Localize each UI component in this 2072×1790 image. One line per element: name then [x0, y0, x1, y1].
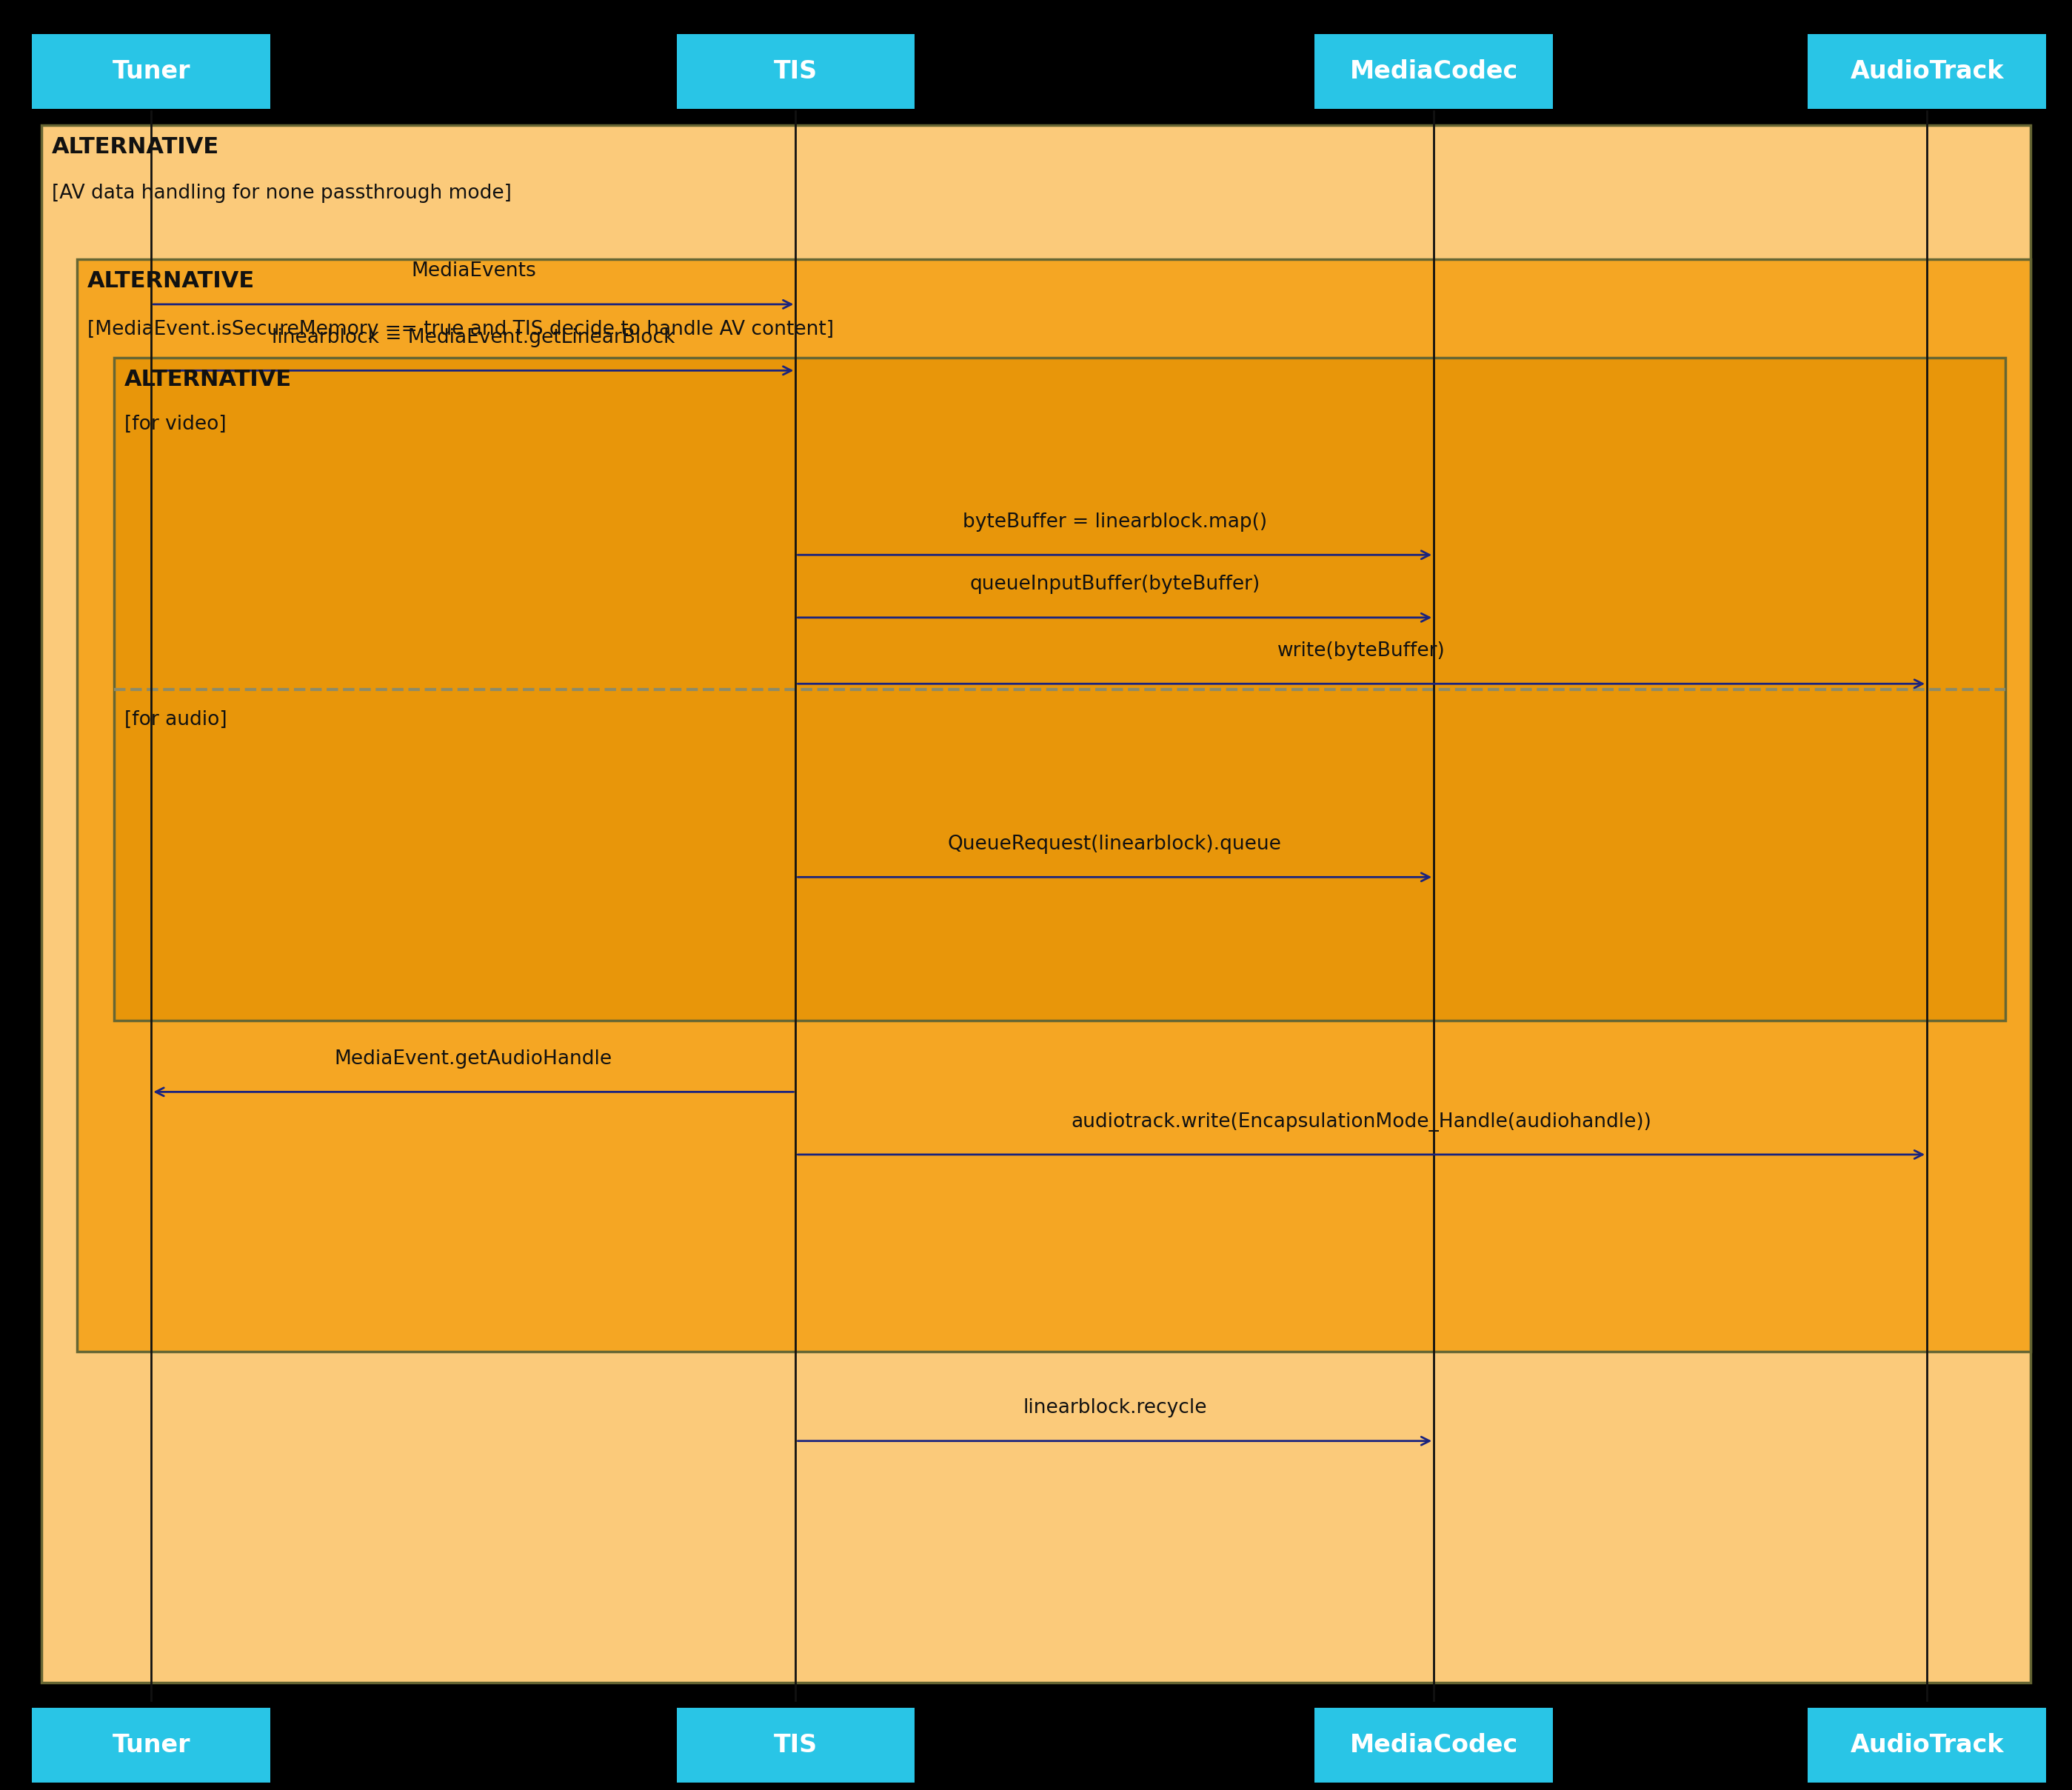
Text: MediaEvent.getAudioHandle: MediaEvent.getAudioHandle — [334, 1049, 613, 1069]
Text: [MediaEvent.isSecureMemory == true and TIS decide to handle AV content]: [MediaEvent.isSecureMemory == true and T… — [87, 320, 833, 338]
Text: Tuner: Tuner — [112, 1733, 191, 1758]
FancyBboxPatch shape — [31, 1708, 269, 1783]
Text: linearblock = MediaEvent.getLinearBlock: linearblock = MediaEvent.getLinearBlock — [271, 328, 675, 347]
Text: MediaEvents: MediaEvents — [410, 261, 537, 281]
FancyBboxPatch shape — [77, 260, 2031, 1351]
Text: [AV data handling for none passthrough mode]: [AV data handling for none passthrough m… — [52, 184, 512, 202]
Text: ALTERNATIVE: ALTERNATIVE — [87, 270, 255, 292]
FancyBboxPatch shape — [0, 1692, 2072, 1790]
FancyBboxPatch shape — [41, 125, 2031, 1683]
Text: AudioTrack: AudioTrack — [1850, 1733, 2004, 1758]
Text: write(byteBuffer): write(byteBuffer) — [1276, 641, 1446, 661]
FancyBboxPatch shape — [675, 1708, 916, 1783]
FancyBboxPatch shape — [114, 358, 2006, 1020]
Text: ALTERNATIVE: ALTERNATIVE — [52, 136, 220, 158]
Text: [for video]: [for video] — [124, 415, 226, 433]
Text: byteBuffer = linearblock.map(): byteBuffer = linearblock.map() — [963, 512, 1266, 532]
FancyBboxPatch shape — [0, 0, 2072, 116]
FancyBboxPatch shape — [1807, 1708, 2047, 1783]
FancyBboxPatch shape — [31, 34, 269, 109]
FancyBboxPatch shape — [675, 34, 916, 109]
FancyBboxPatch shape — [1314, 1708, 1554, 1783]
FancyBboxPatch shape — [1314, 34, 1554, 109]
FancyBboxPatch shape — [1807, 34, 2047, 109]
Text: [for audio]: [for audio] — [124, 711, 228, 729]
Text: TIS: TIS — [773, 59, 818, 84]
Text: audiotrack.write(EncapsulationMode_Handle(audiohandle)): audiotrack.write(EncapsulationMode_Handl… — [1071, 1112, 1651, 1131]
Text: QueueRequest(linearblock).queue: QueueRequest(linearblock).queue — [947, 834, 1283, 854]
Text: linearblock.recycle: linearblock.recycle — [1024, 1398, 1206, 1418]
Text: ALTERNATIVE: ALTERNATIVE — [124, 369, 292, 390]
Text: AudioTrack: AudioTrack — [1850, 59, 2004, 84]
Text: TIS: TIS — [773, 1733, 818, 1758]
Text: Tuner: Tuner — [112, 59, 191, 84]
Text: MediaCodec: MediaCodec — [1349, 59, 1519, 84]
Text: queueInputBuffer(byteBuffer): queueInputBuffer(byteBuffer) — [970, 575, 1260, 594]
Text: MediaCodec: MediaCodec — [1349, 1733, 1519, 1758]
